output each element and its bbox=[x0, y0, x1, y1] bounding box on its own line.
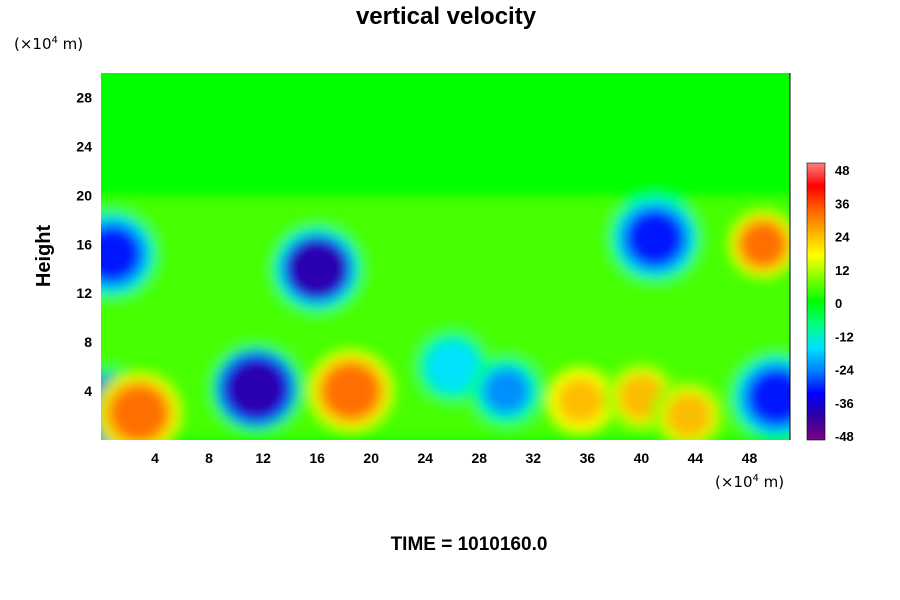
x-tick-label: 36 bbox=[580, 450, 596, 466]
heatmap-feature bbox=[626, 210, 684, 266]
y-tick-label: 24 bbox=[76, 138, 92, 154]
colorbar-tick-label: 36 bbox=[835, 196, 849, 211]
y-tick-label: 12 bbox=[76, 285, 92, 301]
heatmap-band bbox=[101, 201, 790, 330]
x-unit-label: (×104 m) bbox=[715, 473, 784, 491]
x-tick-label: 48 bbox=[742, 450, 758, 466]
colorbar-tick-label: 24 bbox=[835, 230, 850, 245]
heatmap-feature bbox=[483, 368, 529, 414]
x-tick-label: 44 bbox=[688, 450, 704, 466]
heatmap-feature bbox=[557, 378, 604, 424]
x-tick-label: 28 bbox=[471, 450, 487, 466]
heatmap-feature bbox=[227, 361, 285, 417]
plot-area bbox=[101, 73, 791, 440]
y-tick-label: 4 bbox=[84, 383, 92, 399]
colorbar-tick-label: -24 bbox=[835, 363, 855, 378]
heatmap-feature bbox=[288, 241, 346, 297]
x-tick-label: 20 bbox=[363, 450, 379, 466]
heatmap-feature bbox=[748, 369, 790, 425]
heatmap-band bbox=[101, 73, 790, 202]
heatmap-feature bbox=[429, 344, 475, 389]
y-tick-label: 20 bbox=[76, 187, 92, 203]
colorbar-tick-label: -36 bbox=[835, 396, 854, 411]
colorbar-tick-label: -48 bbox=[835, 429, 854, 444]
colorbar-tick-label: 0 bbox=[835, 296, 842, 311]
colorbar-tick-label: -12 bbox=[835, 329, 854, 344]
x-tick-label: 4 bbox=[151, 450, 159, 466]
heatmap-feature bbox=[110, 385, 168, 440]
x-tick-label: 24 bbox=[417, 450, 433, 466]
chart-title: vertical velocity bbox=[356, 3, 537, 30]
colorbar: 48 36 24 12 0 -12 -24 -36 -48 bbox=[806, 162, 855, 444]
x-tick-label: 16 bbox=[309, 450, 325, 466]
heatmap-feature bbox=[101, 226, 141, 282]
colorbar-scale bbox=[806, 162, 826, 441]
heatmap-feature bbox=[740, 222, 786, 267]
y-axis: 4 8 12 16 20 24 28 bbox=[76, 89, 92, 399]
y-axis-label: Height bbox=[33, 225, 55, 288]
x-tick-label: 40 bbox=[634, 450, 650, 466]
heatmap-field bbox=[101, 73, 790, 440]
y-tick-label: 16 bbox=[76, 236, 92, 252]
y-unit-label: (×104 m) bbox=[14, 35, 83, 53]
time-label: TIME = 1010160.0 bbox=[391, 534, 548, 555]
x-tick-label: 12 bbox=[255, 450, 271, 466]
y-tick-label: 8 bbox=[84, 334, 92, 350]
heatmap-feature bbox=[665, 393, 712, 438]
heatmap-feature bbox=[322, 363, 380, 419]
colorbar-tick-label: 48 bbox=[835, 163, 849, 178]
x-axis: 4 8 12 16 20 24 28 32 36 40 44 48 bbox=[151, 450, 757, 466]
x-tick-label: 32 bbox=[526, 450, 542, 466]
x-tick-label: 8 bbox=[205, 450, 213, 466]
colorbar-ticks: 48 36 24 12 0 -12 -24 -36 -48 bbox=[835, 163, 855, 444]
y-tick-label: 28 bbox=[76, 89, 92, 105]
colorbar-tick-label: 12 bbox=[835, 263, 849, 278]
